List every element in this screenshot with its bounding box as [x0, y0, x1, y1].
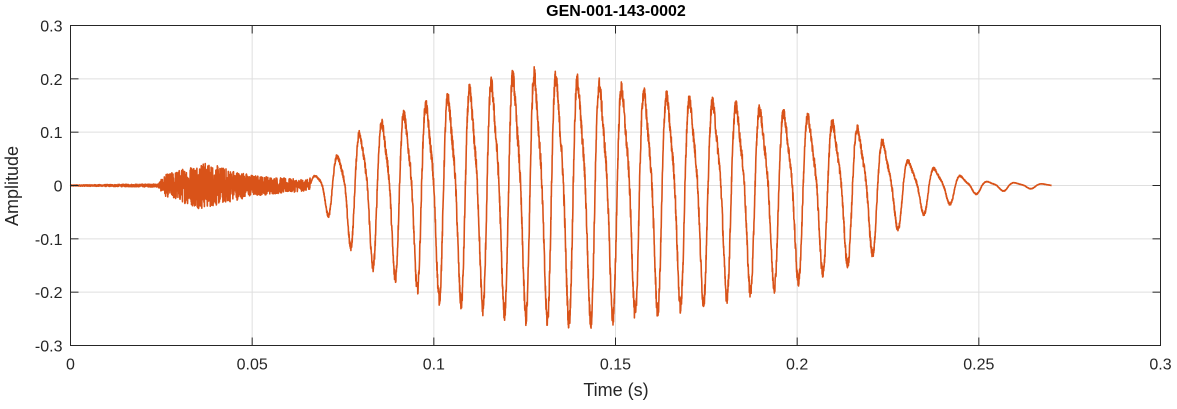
x-axis-label: Time (s) [583, 380, 648, 400]
y-tick-label: -0.2 [35, 285, 63, 302]
y-axis-label: Amplitude [2, 146, 22, 226]
x-tick-label: 0.05 [237, 357, 268, 374]
x-tick-label: 0.2 [786, 357, 808, 374]
x-tick-label: 0 [66, 357, 75, 374]
y-tick-label: 0 [54, 179, 63, 196]
y-tick-label: 0.2 [40, 72, 62, 89]
x-tick-label: 0.3 [1149, 357, 1171, 374]
plot-area [69, 66, 1053, 329]
ticks: 0 0.05 0.1 0.15 0.2 0.25 0.3 -0.3 -0.2 -0.1 0 0.1 0.… [35, 19, 1172, 374]
y-tick-label: 0.3 [40, 19, 62, 36]
x-tick-label: 0.1 [423, 357, 445, 374]
waveform-line [69, 66, 1053, 329]
chart-title: GEN-001-143-0002 [546, 3, 686, 20]
x-tick-label: 0.15 [600, 357, 631, 374]
x-tick-label: 0.25 [963, 357, 994, 374]
y-tick-label: -0.1 [35, 232, 63, 249]
y-tick-label: 0.1 [40, 125, 62, 142]
y-tick-label: -0.3 [35, 339, 63, 356]
